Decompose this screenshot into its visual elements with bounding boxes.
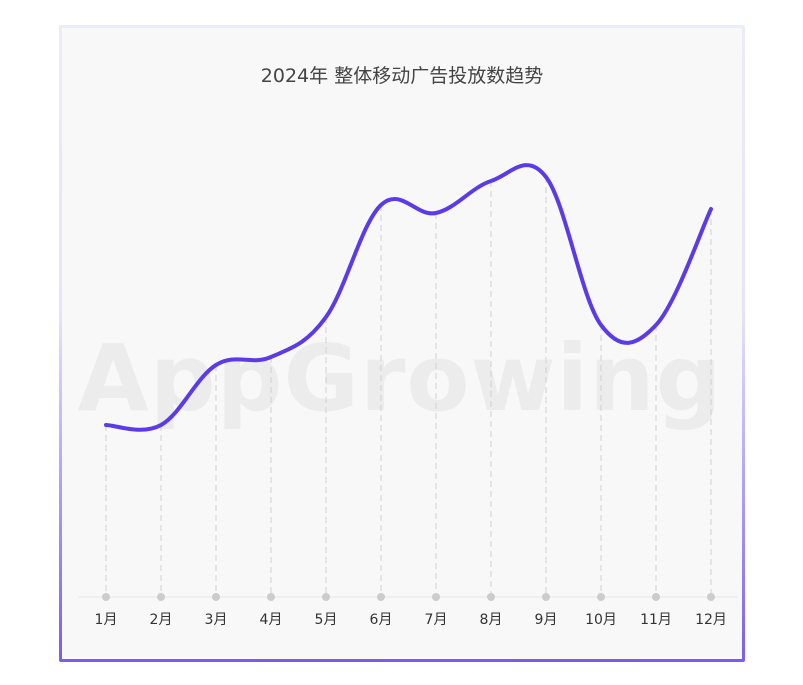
x-tick-dot <box>212 593 220 601</box>
x-axis-ticks <box>102 593 715 601</box>
x-tick-dot <box>542 593 550 601</box>
x-tick-dot <box>322 593 330 601</box>
x-tick-label: 8月 <box>480 612 503 628</box>
x-tick-dot <box>377 593 385 601</box>
x-tick-label: 4月 <box>260 612 283 628</box>
x-tick-label: 5月 <box>315 612 338 628</box>
grid-lines <box>105 177 712 597</box>
x-tick-dot <box>102 593 110 601</box>
x-tick-label: 10月 <box>585 612 617 628</box>
x-tick-label: 1月 <box>95 612 118 628</box>
x-tick-label: 3月 <box>205 612 228 628</box>
x-tick-label: 9月 <box>535 612 558 628</box>
series-line <box>104 163 713 432</box>
x-tick-label: 7月 <box>425 612 448 628</box>
x-tick-label: 2月 <box>150 612 173 628</box>
x-tick-dot <box>432 593 440 601</box>
x-tick-dot <box>652 593 660 601</box>
x-tick-dot <box>597 593 605 601</box>
x-tick-dot <box>487 593 495 601</box>
x-tick-label: 12月 <box>695 612 727 628</box>
chart-title: 2024年 整体移动广告投放数趋势 <box>261 65 543 87</box>
x-tick-dot <box>707 593 715 601</box>
x-axis-labels: 1月 2月 3月 4月 5月 6月 7月 8月 9月 10月 11月 12月 <box>95 612 727 628</box>
watermark: AppGrowing <box>78 325 723 432</box>
x-tick-label: 11月 <box>640 612 672 628</box>
x-tick-label: 6月 <box>370 612 393 628</box>
x-tick-dot <box>267 593 275 601</box>
x-tick-dot <box>157 593 165 601</box>
